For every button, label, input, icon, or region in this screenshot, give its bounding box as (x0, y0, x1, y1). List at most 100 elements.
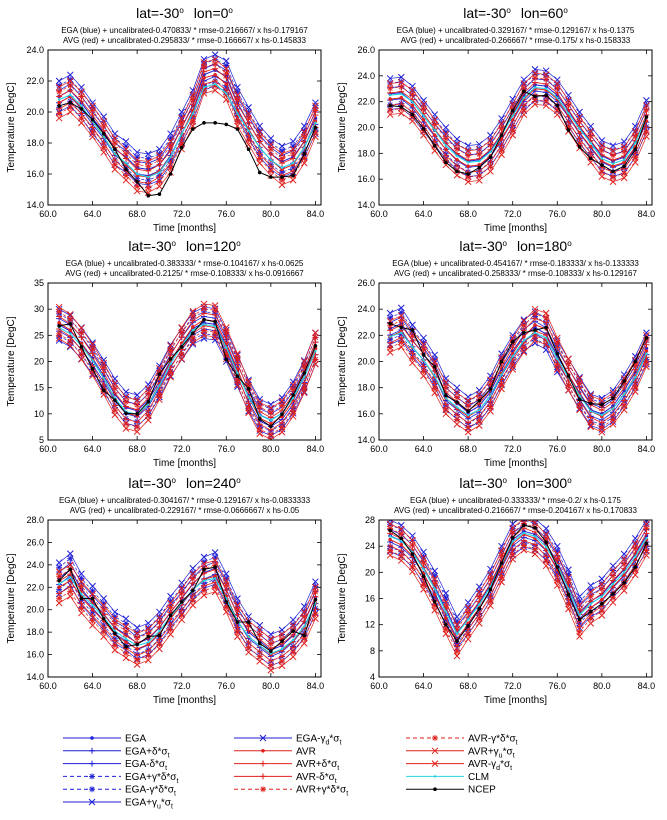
ega-series-6-point (587, 582, 595, 589)
clm-series-point (280, 166, 284, 169)
ega-series-5-point (212, 332, 219, 339)
ega-series-6-point (245, 376, 252, 384)
avr-series-7-point (553, 582, 561, 589)
avr-series-7-point (256, 657, 264, 665)
clm-series-point (600, 157, 604, 160)
avr-series-7-point (498, 578, 505, 586)
avr-series-7-point (643, 551, 650, 559)
ncep-series-point (566, 128, 571, 132)
ncep-series-point (644, 541, 649, 546)
ncep-series-point (79, 345, 84, 349)
ega-series-5-point (554, 569, 561, 576)
avr-series-5-point (145, 184, 152, 191)
degree-mark: o (172, 476, 177, 485)
avr-series-1-point (600, 598, 604, 602)
ncep-series-point (611, 396, 615, 400)
avr-series-4-point (387, 85, 394, 92)
avr-series-4-point (178, 119, 185, 126)
avr-series-6-point (431, 358, 439, 365)
ega-series-4-point (223, 575, 230, 582)
clm-series-point (522, 96, 526, 99)
clm-series-point (422, 567, 425, 571)
avr-series-5-point (621, 402, 628, 409)
clm-series-point (388, 335, 392, 338)
ncep-series-point (124, 411, 128, 416)
legend: EGAEGA+δ*σtEGA-δ*σtEGA+γ*δ*σtEGA-γ*δ*σtE… (63, 734, 518, 811)
y-tick-label: 14.0 (26, 200, 44, 210)
avr-series-1-point (588, 605, 593, 610)
ega-series-4-point (167, 597, 174, 604)
avr-series-4-point (56, 308, 63, 315)
ega-series-4-point (454, 618, 460, 625)
avr-series-7-point (542, 562, 550, 570)
ncep-series-point (157, 192, 162, 196)
ncep-series-point (488, 387, 493, 391)
avr-series-1-point (477, 163, 482, 167)
avr-series-7-point (222, 608, 230, 616)
avr-series-4-point (89, 107, 96, 114)
legend-label-text: EGA-γ*δ*σ (125, 785, 175, 796)
avr-series-7-point (520, 546, 528, 554)
ega-series-4-point (167, 135, 174, 142)
ega-series-4-point (532, 71, 538, 78)
avr-series-5-point (100, 144, 107, 151)
avr-series-4-point (189, 575, 196, 582)
ega-series-6-point (189, 564, 197, 572)
ega-series-6-point (431, 567, 439, 575)
y-tick-label: 26.0 (357, 45, 375, 55)
clm-series-point (578, 613, 581, 617)
ncep-series-point (588, 156, 593, 161)
avr-series-4-point (201, 305, 207, 312)
avr-series-3-line (389, 330, 647, 424)
avr-series-5-point (189, 118, 196, 125)
avr-series-6-point (598, 142, 606, 149)
avr-series-4-point (145, 630, 152, 637)
legend-subscript: t (335, 778, 337, 785)
avr-series-5-point (621, 170, 628, 177)
avr-series-4-point (100, 122, 107, 129)
avr-series-4-point (621, 148, 628, 155)
panel-title: lat=-30o lon=180o (459, 238, 572, 254)
avr-series-6-point (498, 120, 505, 127)
ncep-series-point (510, 340, 515, 344)
avr-series-7-point (66, 108, 74, 116)
avr-series-5-point (509, 361, 516, 368)
ega-series-4-point (442, 380, 449, 387)
avr-series-4-point (279, 636, 285, 643)
ega-series-6-point (144, 150, 152, 158)
avr-series-7-point (576, 406, 583, 414)
ega-series-6-point (289, 616, 297, 624)
ega-series-7-point (189, 340, 197, 348)
clm-series-point (303, 625, 306, 628)
ega-series-6-point (211, 549, 219, 556)
ega-series-4-point (476, 391, 483, 398)
avr-series-5-point (387, 106, 394, 113)
avr-series-5-point (167, 626, 174, 633)
avr-series-7-point (89, 133, 96, 141)
avr-series-6-point (498, 547, 505, 555)
avr-series-7-point (631, 388, 639, 395)
avr-series-6-point (475, 146, 483, 153)
ega-series-4-point (442, 594, 449, 601)
clm-series-point (544, 545, 548, 549)
x-axis-label: Time [months] (484, 223, 547, 234)
avr-series-4-point (279, 402, 285, 409)
legend-label: AVR (296, 746, 316, 757)
ega-series-5-point (279, 169, 285, 176)
avr-series-4-point (167, 604, 174, 611)
ega-series-4-point (267, 406, 274, 413)
y-tick-label: 4 (370, 672, 375, 682)
degree-mark: o (228, 6, 233, 15)
ega-series-4-point (301, 608, 308, 615)
avr-series-5-point (398, 552, 405, 559)
avr-series-5-point (89, 129, 96, 136)
avr-series-6-point (89, 102, 96, 110)
avr-series-6-point (100, 117, 108, 125)
legend-marker (90, 736, 94, 740)
avr-series-1-point (213, 574, 217, 578)
ncep-series-point (235, 127, 240, 131)
avr-series-7-point (609, 599, 617, 606)
avr-series-4-point (454, 394, 460, 401)
avr-series-4-point (587, 397, 594, 404)
